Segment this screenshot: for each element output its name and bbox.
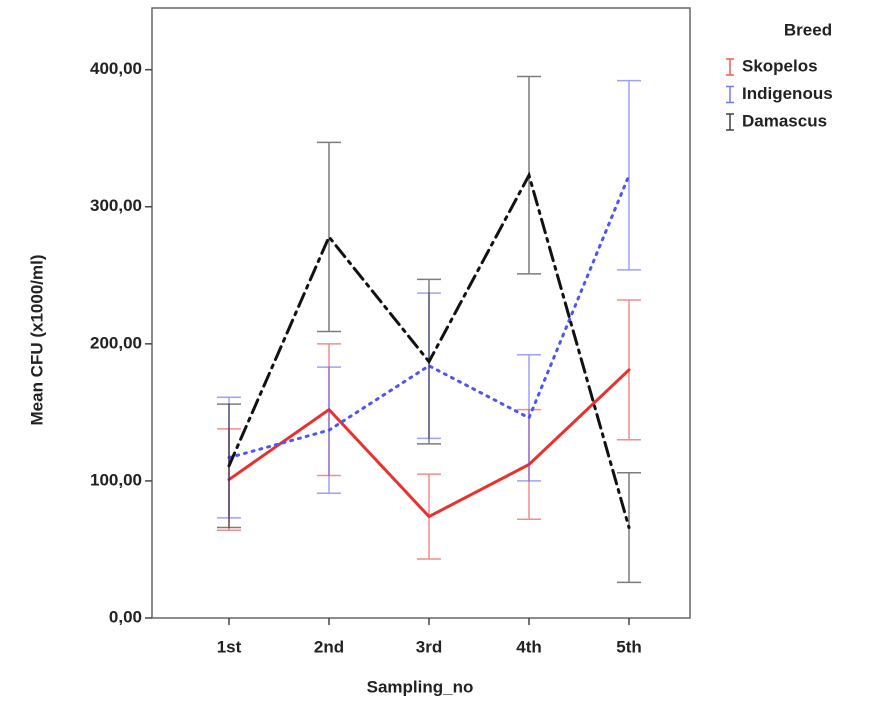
legend-symbol: [726, 58, 734, 76]
y-axis-label: Mean CFU (x1000/ml): [27, 255, 46, 426]
x-tick-label: 2nd: [314, 637, 344, 656]
x-tick-label: 3rd: [416, 637, 442, 656]
error-bar: [317, 141, 341, 333]
error-bar: [617, 79, 641, 271]
legend-label: Damascus: [742, 111, 827, 130]
series-line: [227, 368, 631, 519]
y-tick-label: 400,00: [90, 59, 142, 78]
x-tick-label: 5th: [616, 637, 642, 656]
legend-label: Indigenous: [742, 84, 833, 103]
legend-symbol: [726, 113, 734, 131]
y-tick-label: 0,00: [109, 607, 142, 626]
plot-frame: [151, 7, 691, 619]
y-tick-label: 100,00: [90, 470, 142, 489]
x-tick-label: 4th: [516, 637, 542, 656]
series-line: [227, 171, 631, 530]
y-tick-label: 200,00: [90, 333, 142, 352]
legend-symbol: [726, 85, 734, 104]
legend-label: Skopelos: [742, 56, 818, 75]
legend-title: Breed: [784, 20, 832, 39]
x-tick-label: 1st: [217, 637, 242, 656]
y-tick-label: 300,00: [90, 196, 142, 215]
x-axis-label: Sampling_no: [367, 677, 474, 696]
